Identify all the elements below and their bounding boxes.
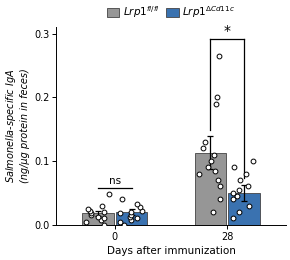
Point bbox=[102, 216, 106, 220]
Text: *: * bbox=[224, 24, 231, 38]
Point bbox=[127, 215, 132, 219]
Point bbox=[205, 165, 210, 170]
Point bbox=[235, 194, 240, 198]
Point bbox=[102, 210, 106, 214]
Point bbox=[231, 191, 236, 195]
Point bbox=[86, 207, 90, 211]
Point bbox=[247, 204, 252, 208]
Point bbox=[89, 213, 94, 217]
Point bbox=[231, 197, 235, 201]
Point bbox=[118, 219, 122, 224]
Point bbox=[197, 172, 202, 176]
Point bbox=[201, 146, 205, 150]
Point bbox=[237, 210, 242, 214]
Point bbox=[135, 216, 139, 220]
Point bbox=[237, 178, 242, 182]
Point bbox=[216, 178, 220, 182]
Point bbox=[237, 188, 242, 192]
Point bbox=[203, 140, 207, 144]
Point bbox=[84, 219, 89, 224]
Point bbox=[212, 153, 217, 157]
Text: ns: ns bbox=[109, 176, 121, 186]
Point bbox=[138, 205, 142, 209]
Point bbox=[122, 223, 126, 227]
Bar bbox=[116, 212, 147, 225]
Legend: $\it{Lrp1}$$^{\it{fl/fl}}$, $\it{Lrp1}$$^{\it{\Delta Cd11c}}$: $\it{Lrp1}$$^{\it{fl/fl}}$, $\it{Lrp1}$$… bbox=[107, 4, 235, 20]
Point bbox=[246, 184, 251, 188]
Point bbox=[213, 102, 218, 106]
Bar bbox=[82, 213, 114, 225]
Point bbox=[213, 168, 217, 173]
Point bbox=[100, 204, 105, 208]
Point bbox=[251, 159, 255, 163]
Point bbox=[88, 209, 92, 213]
Point bbox=[218, 184, 222, 188]
Point bbox=[215, 95, 220, 99]
Point bbox=[244, 172, 249, 176]
Point bbox=[129, 210, 134, 214]
Bar bbox=[229, 193, 260, 225]
Point bbox=[118, 211, 122, 215]
Point bbox=[102, 223, 107, 227]
Point bbox=[210, 210, 215, 214]
Point bbox=[231, 216, 236, 220]
Point bbox=[140, 209, 144, 213]
Y-axis label: $\it{Salmonella}$-specific IgA
(ng/μg protein in feces): $\it{Salmonella}$-specific IgA (ng/μg pr… bbox=[4, 69, 30, 183]
X-axis label: Days after immunization: Days after immunization bbox=[107, 246, 235, 256]
Point bbox=[106, 192, 111, 196]
Point bbox=[99, 218, 104, 222]
Point bbox=[129, 213, 134, 217]
Point bbox=[217, 54, 221, 58]
Point bbox=[209, 159, 213, 163]
Point bbox=[218, 197, 222, 201]
Point bbox=[232, 165, 236, 170]
Point bbox=[95, 215, 100, 219]
Point bbox=[88, 211, 93, 215]
Point bbox=[120, 197, 125, 201]
Bar bbox=[195, 153, 226, 225]
Point bbox=[128, 218, 133, 222]
Point bbox=[135, 202, 139, 206]
